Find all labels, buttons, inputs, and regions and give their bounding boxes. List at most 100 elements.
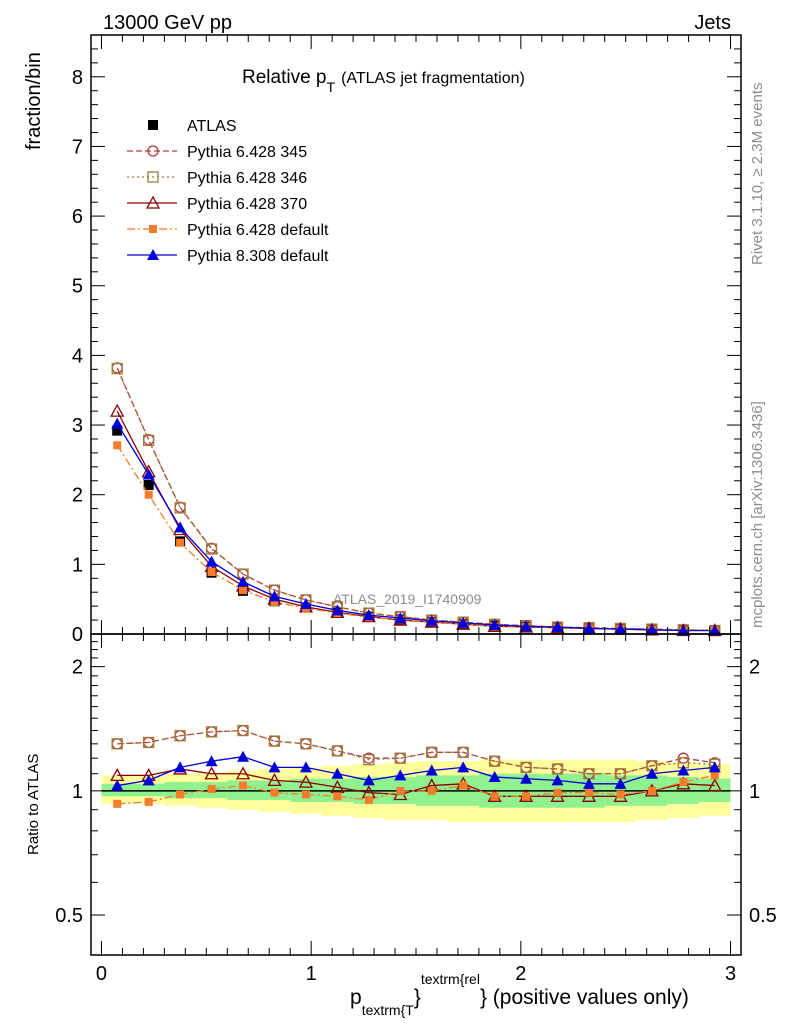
main-data-point — [143, 434, 155, 446]
ratio-data-point — [144, 797, 153, 806]
legend-label: Pythia 6.428 default — [187, 222, 329, 239]
ratio-data-point — [614, 777, 627, 789]
main-ytick-label: 0 — [72, 624, 83, 646]
legend-marker — [145, 195, 161, 209]
xlabel-sub: textrm{T — [362, 1002, 415, 1018]
header-left: 13000 GeV pp — [103, 12, 232, 34]
main-data-point — [708, 624, 721, 636]
legend-marker — [147, 145, 159, 157]
ratio-data-point — [459, 781, 468, 790]
ratio-data-point — [111, 738, 123, 750]
ratio-data-point — [679, 778, 688, 787]
main-data-point — [362, 609, 375, 621]
ratio-data-point — [330, 779, 345, 793]
ratio-series-line — [117, 756, 715, 787]
green-band-bin — [132, 783, 165, 797]
legend-marker — [147, 249, 159, 260]
main-data-point — [176, 538, 185, 547]
ratio-data-point — [520, 761, 532, 774]
main-data-point — [520, 620, 533, 632]
main-data-point — [207, 568, 216, 577]
main-data-point — [142, 468, 155, 480]
main-data-point — [457, 616, 470, 628]
ratio-data-point — [520, 772, 533, 784]
ratio-data-point — [331, 767, 344, 779]
main-data-point — [239, 586, 248, 595]
ratio-data-point — [237, 724, 249, 737]
ratio-ytick-label: 2 — [72, 657, 83, 679]
ratio-ytick-label-right: 1 — [749, 781, 760, 803]
main-data-point — [582, 622, 595, 634]
ratio-series-line — [117, 774, 715, 805]
legend-label: Pythia 8.308 default — [187, 248, 329, 265]
legend-marker — [147, 171, 159, 183]
xlabel-rest: } (positive values only) — [480, 986, 689, 1009]
legend-entry-5: Pythia 8.308 default — [127, 248, 329, 265]
ratio-data-point — [235, 766, 251, 780]
ratio-data-point — [204, 766, 219, 780]
chart-title-rest: (ATLAS jet fragmentation) — [341, 70, 525, 87]
ratio-data-point — [267, 773, 282, 787]
main-data-point — [113, 441, 122, 450]
ratio-data-point — [394, 769, 407, 781]
main-data-point — [111, 417, 124, 429]
ratio-data-point — [427, 786, 436, 795]
main-data-point — [174, 502, 186, 514]
main-series-line — [116, 423, 715, 632]
ratio-series-line — [117, 768, 715, 797]
main-data-point — [143, 434, 155, 447]
ratio-xtick-label: 2 — [515, 963, 526, 985]
ratio-data-point — [551, 774, 564, 786]
main-series-5 — [111, 417, 721, 636]
mcplots-reference-label: mcplots.cern.ch [arXiv:1306.3436] — [749, 401, 766, 628]
main-data-point — [425, 614, 438, 626]
ratio-data-point — [300, 738, 312, 750]
main-data-point — [237, 575, 250, 587]
ratio-data-point — [268, 761, 281, 773]
chart-title-main: Relative p — [242, 67, 327, 88]
legend-entry-0: ATLAS — [148, 118, 237, 135]
ratio-data-point — [645, 767, 658, 779]
ratio-xlabel: ptextrm{T}textrm{rel} (positive values o… — [350, 971, 689, 1018]
ratio-data-point — [522, 792, 531, 801]
ratio-data-point — [488, 771, 501, 783]
ratio-data-point — [142, 774, 155, 786]
ratio-data-point — [268, 735, 281, 747]
main-data-point — [551, 621, 564, 633]
main-data-point — [205, 542, 218, 554]
ratio-ylabel: Ratio to ATLAS — [25, 754, 42, 855]
main-ytick-label: 5 — [72, 276, 83, 298]
main-data-point — [143, 479, 154, 490]
ratio-data-point — [333, 792, 342, 801]
rivet-version-label: Rivet 3.1.10, ≥ 2.3M events — [749, 83, 766, 266]
xlabel-brace: } — [414, 986, 421, 1009]
ratio-data-point — [298, 774, 314, 788]
ratio-data-point — [707, 778, 722, 792]
main-ytick-label: 2 — [72, 485, 83, 507]
legend-entry-2: Pythia 6.428 346 — [127, 170, 307, 187]
ratio-data-point — [425, 764, 438, 776]
ratio-data-point — [207, 785, 216, 794]
main-data-point — [614, 623, 627, 635]
main-data-point — [488, 618, 501, 630]
ratio-data-point — [677, 764, 690, 776]
ratio-data-point — [457, 746, 469, 758]
ratio-data-point — [584, 788, 593, 797]
xlabel-p: p — [350, 986, 362, 1009]
ratio-data-point — [111, 779, 124, 791]
header-right: Jets — [694, 12, 731, 34]
legend-entry-1: Pythia 6.428 345 — [127, 144, 307, 161]
main-data-point — [270, 597, 279, 606]
main-data-point — [144, 490, 153, 499]
ratio-data-point — [205, 755, 218, 767]
ratio-ytick-label-right: 0.5 — [749, 905, 777, 927]
ratio-uncertainty-bands — [101, 759, 731, 823]
legend-label: Pythia 6.428 345 — [187, 144, 307, 161]
ratio-data-point — [490, 792, 499, 801]
ratio-data-point — [551, 763, 564, 775]
main-data-point — [268, 590, 281, 602]
ratio-data-point — [710, 771, 719, 780]
ratio-data-point — [362, 774, 375, 786]
main-data-point — [205, 543, 218, 555]
